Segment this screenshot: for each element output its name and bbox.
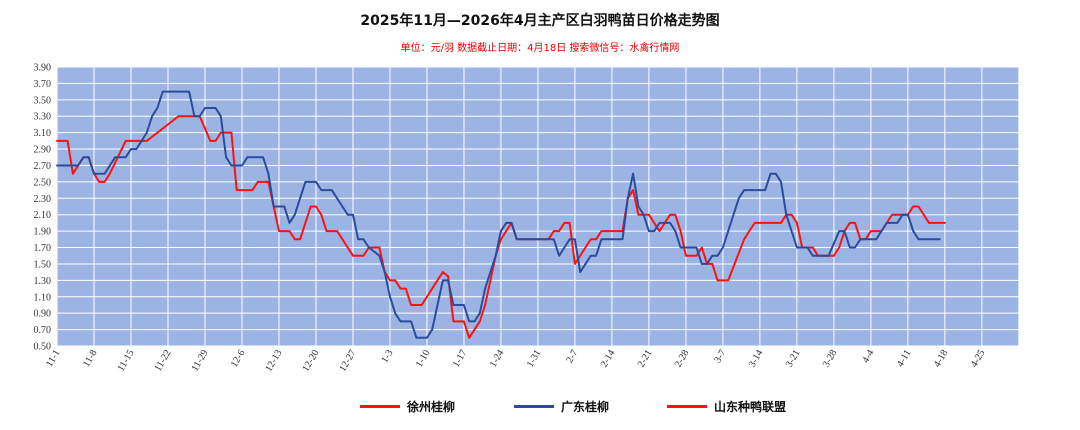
legend-label-guangdong: 广东桂柳 xyxy=(561,399,610,414)
y-tick-label: 3.90 xyxy=(34,63,52,74)
series-lines xyxy=(56,90,946,339)
x-tick-label: 2-28 xyxy=(673,348,692,369)
y-tick-label: 2.30 xyxy=(34,194,52,205)
x-tick-label: 1-17 xyxy=(451,348,470,369)
y-tick-label: 2.50 xyxy=(34,177,52,188)
x-tick-label: 11-29 xyxy=(190,348,211,373)
x-tick-label: 1-10 xyxy=(414,348,433,369)
y-tick-label: 1.90 xyxy=(34,227,52,238)
x-tick-label: 11-15 xyxy=(116,348,137,373)
series-line-1 xyxy=(56,90,941,339)
x-axis-tick-labels: 11-1 11-8 11-15 11-22 11-29 12-6 12-13 12-20 12-… xyxy=(44,348,987,374)
chart-legend: 徐州桂柳 广东桂柳 山东种鸭联盟 xyxy=(0,396,1080,416)
y-tick-label: 2.70 xyxy=(34,161,52,172)
x-tick-label: 1-3 xyxy=(379,348,395,365)
legend-swatch-guangdong xyxy=(514,404,554,408)
y-tick-label: 0.90 xyxy=(34,309,52,320)
legend-item-xuzhou: 徐州桂柳 xyxy=(360,396,455,416)
legend-item-shandong: 山东种鸭联盟 xyxy=(667,396,786,416)
y-tick-label: 3.70 xyxy=(34,79,52,90)
x-tick-label: 11-22 xyxy=(153,348,174,373)
x-tick-label: 3-21 xyxy=(784,348,803,369)
y-tick-label: 1.50 xyxy=(34,259,52,270)
x-tick-label: 4-4 xyxy=(860,348,876,365)
legend-swatch-shandong xyxy=(667,404,707,408)
y-tick-label: 3.10 xyxy=(34,128,52,139)
y-tick-label: 2.90 xyxy=(34,145,52,156)
x-tick-label: 2-7 xyxy=(564,348,580,365)
x-tick-label: 3-28 xyxy=(821,348,840,369)
x-tick-label: 4-11 xyxy=(895,348,914,369)
x-tick-label: 12-27 xyxy=(337,348,358,374)
y-tick-label: 2.10 xyxy=(34,210,52,221)
x-tick-label: 1-24 xyxy=(488,348,507,369)
x-tick-label: 2-14 xyxy=(599,348,618,369)
x-tick-label: 1-31 xyxy=(525,348,544,369)
legend-label-xuzhou: 徐州桂柳 xyxy=(407,399,456,414)
legend-label-shandong: 山东种鸭联盟 xyxy=(714,399,787,414)
x-tick-label: 12-6 xyxy=(229,348,248,369)
x-tick-label: 3-7 xyxy=(712,348,728,365)
x-tick-label: 12-20 xyxy=(300,348,321,374)
x-tick-label: 12-13 xyxy=(263,348,284,374)
legend-item-guangdong: 广东桂柳 xyxy=(514,396,609,416)
x-tick-label: 3-14 xyxy=(747,348,766,369)
legend-swatch-xuzhou xyxy=(360,404,400,408)
y-tick-label: 1.70 xyxy=(34,243,52,254)
y-tick-label: 3.30 xyxy=(34,112,52,123)
y-axis-tick-labels: 0.50 0.70 0.90 1.10 1.30 1.50 1.70 1.90 2.10 2.30… xyxy=(34,63,52,353)
line-chart: 0.50 0.70 0.90 1.10 1.30 1.50 1.70 1.90 2.10 2.30… xyxy=(34,63,1020,374)
x-tick-label: 2-21 xyxy=(636,348,655,369)
y-tick-label: 1.30 xyxy=(34,276,52,287)
chart-subtitle: 单位：元/羽 数据截止日期：4月18日 搜索微信号：水禽行情网 xyxy=(400,43,680,54)
x-tick-label: 4-18 xyxy=(932,348,951,369)
y-tick-label: 1.10 xyxy=(34,292,52,303)
y-tick-label: 0.50 xyxy=(34,342,52,353)
chart-title: 2025年11月—2026年4月主产区白羽鸭苗日价格走势图 xyxy=(360,13,720,29)
x-tick-label: 4-25 xyxy=(969,348,988,369)
y-tick-label: 0.70 xyxy=(34,325,52,336)
x-tick-label: 11-8 xyxy=(81,348,100,369)
y-tick-label: 3.50 xyxy=(34,95,52,106)
